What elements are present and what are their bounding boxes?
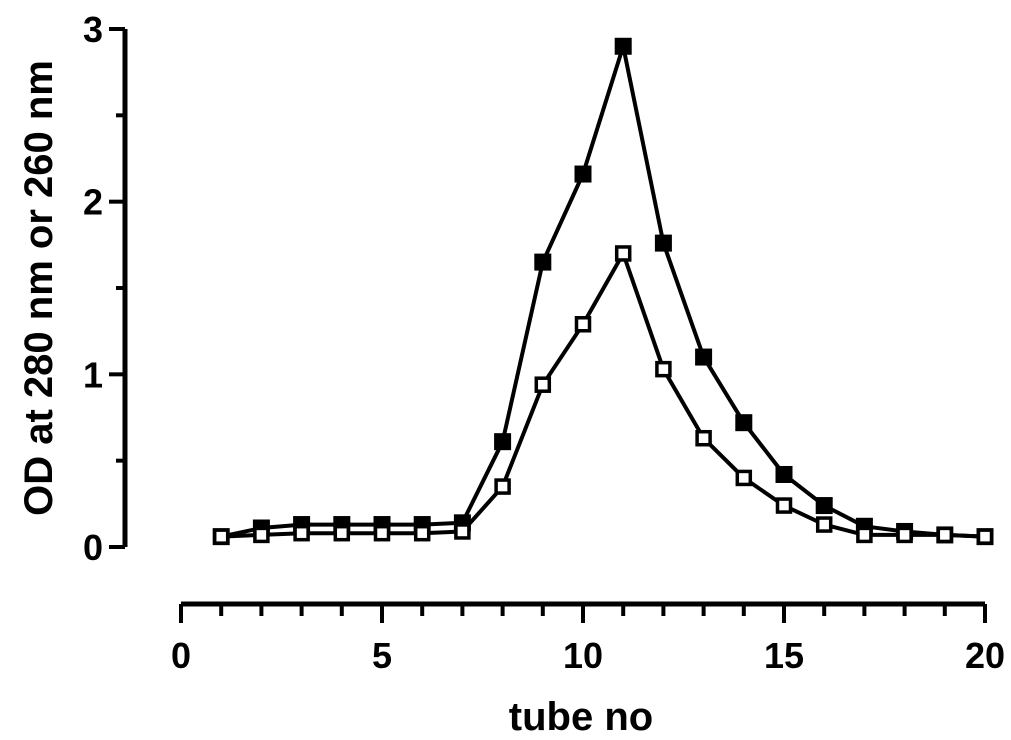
y-tick-label: 0 [83,527,103,568]
series-2-line [221,251,986,539]
series-2-point [815,516,833,533]
series-2-point [614,245,632,262]
series-2-point [896,526,913,544]
y-axis-label: OD at 280 nm or 260 nm [17,60,61,516]
series-1-point [654,234,672,252]
series-2-point [574,316,592,333]
x-axis-label: tube no [509,695,653,739]
y-tick-label: 1 [83,354,103,395]
series-2-point [494,478,511,495]
series-2-point [534,376,552,393]
series-2-point [775,497,793,514]
series-2-point [293,524,310,542]
series-1-point [614,37,632,55]
y-tick-label: 2 [83,182,103,223]
series-2-point [735,469,753,487]
series-2-point [655,360,672,378]
series-1-point [574,165,592,183]
y-tick-label: 3 [83,9,103,50]
plot-series [212,37,994,546]
series-1-point [534,253,552,271]
series-1-point [735,414,753,432]
series-1-point [494,433,512,451]
series-1-point [695,348,713,366]
series-2-point [333,524,351,542]
series-2-point [373,524,391,542]
x-tick-label: 20 [965,635,1005,676]
x-axis: 0 5 10 15 20 [171,601,1005,676]
series-1-point [775,465,793,483]
series-2-point [413,524,431,542]
x-tick-label: 0 [171,635,191,676]
x-tick-label: 5 [372,635,392,676]
series-2-point [695,429,712,447]
series-2-point [212,528,230,545]
series-2-point [936,526,954,544]
x-tick-label: 10 [563,635,603,676]
x-tick-label: 15 [764,635,804,676]
series-1-point [815,497,833,515]
y-axis: 0 1 2 3 [83,9,128,568]
series-2-point [454,523,471,540]
series-2-point [253,526,270,544]
series-2-point [856,526,873,544]
series-2-point [976,528,994,545]
